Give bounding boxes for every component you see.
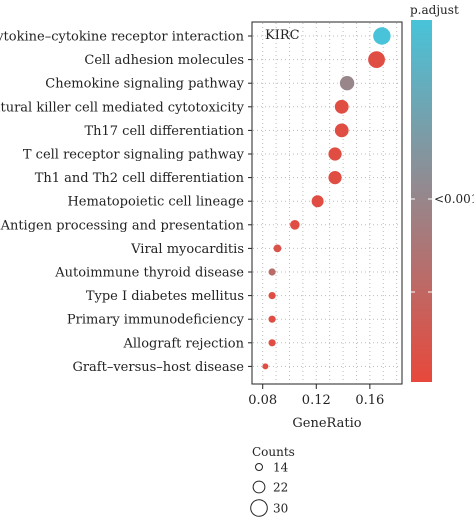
y-tick-label: Chemokine signaling pathway [45,77,244,92]
y-tick-label: Type I diabetes mellitus [86,289,244,304]
color-legend-label: <0.001 [434,192,474,206]
data-point [339,76,355,91]
size-legend-circle [252,480,266,494]
data-point [328,171,342,185]
color-legend-bar [411,20,432,382]
y-tick-label: Primary immunodeficiency [67,313,245,328]
y-axis-labels: Cytokine–cytokine receptor interaction Ce… [0,30,252,375]
size-legend-circle [255,463,263,471]
size-legend-circle [250,499,268,517]
data-point [334,123,349,138]
data-point [328,147,342,161]
y-tick-label: Autoimmune thyroid disease [54,266,244,281]
size-legend: 14 22 30 [250,461,289,517]
data-point [334,99,349,114]
x-axis: 0.08 0.12 0.16 [248,384,384,408]
y-tick-label: T cell receptor signaling pathway [23,148,245,163]
y-tick-label: Cell adhesion molecules [84,53,244,68]
x-tick-label: 0.16 [355,393,384,408]
x-tick-label: 0.08 [248,393,277,408]
data-point [368,51,385,68]
data-point [290,220,300,230]
x-axis-title: GeneRatio [292,416,361,431]
data-point [268,315,276,323]
size-legend-label: 14 [273,461,289,475]
size-legend-title: Counts [252,445,295,459]
y-tick-label: Antigen processing and presentation [0,218,245,233]
data-point [268,268,276,276]
y-tick-label: Allograft rejection [123,336,245,351]
x-tick-label: 0.12 [302,393,331,408]
data-point [311,195,324,208]
data-point [262,363,269,370]
y-tick-label: Th17 cell differentiation [84,124,244,139]
plot-panel [251,21,403,385]
size-legend-label: 22 [273,481,288,495]
y-tick-label: Viral myocarditis [130,242,244,257]
y-tick-label: Hematopoietic cell lineage [67,195,244,210]
y-tick-label: Graft–versus–host disease [72,360,244,375]
y-tick-label: Natural killer cell mediated cytotoxicit… [0,100,245,115]
data-points [262,27,391,370]
size-legend-label: 30 [273,502,288,516]
color-legend-title: p.adjust [410,3,459,17]
data-point [273,244,282,253]
y-tick-label: Th1 and Th2 cell differentiation [35,171,245,186]
panel-label: KIRC [265,28,300,43]
data-point [268,292,276,300]
data-point [373,27,391,45]
data-point [268,339,276,347]
y-tick-label: Cytokine–cytokine receptor interaction [0,30,245,45]
